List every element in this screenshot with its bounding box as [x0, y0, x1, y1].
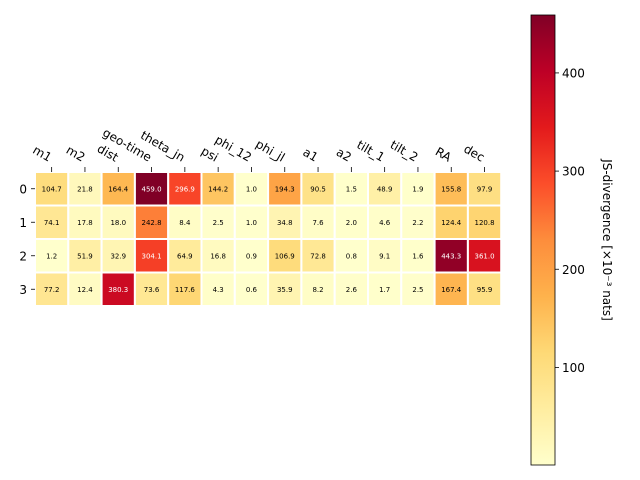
cell-value-label: 164.4	[108, 185, 129, 193]
cell-value-label: 1.5	[346, 185, 357, 193]
heatmap-cell	[300, 204, 336, 240]
cell-value-label: 459.0	[142, 185, 162, 193]
cell-value-label: 17.8	[77, 219, 93, 227]
heatmap-cell	[200, 271, 236, 307]
cell-value-label: 124.4	[441, 219, 462, 227]
cell-value-label: 0.9	[246, 252, 257, 260]
cell-value-label: 106.9	[275, 252, 295, 260]
cell-value-label: 4.6	[379, 219, 391, 227]
cell-value-label: 9.1	[379, 252, 390, 260]
cell-value-label: 74.1	[44, 219, 60, 227]
heatmap-cell	[100, 271, 136, 307]
cell-value-label: 1.2	[46, 252, 57, 260]
x-tick-label: tilt_1	[354, 138, 387, 165]
y-tick-label: 2	[19, 249, 27, 263]
y-tick-label: 1	[19, 216, 27, 230]
cell-value-label: 194.3	[275, 185, 295, 193]
x-tick-label: a1	[301, 145, 321, 165]
cell-value-label: 90.5	[310, 185, 326, 193]
y-tick-label: 0	[19, 182, 27, 196]
x-tick-label: m1	[30, 143, 54, 165]
cell-value-label: 1.9	[412, 185, 423, 193]
cell-value-label: 120.8	[475, 219, 495, 227]
cell-value-label: 77.2	[44, 286, 60, 294]
colorbar-tick-label: 300	[562, 165, 585, 179]
x-tick-label: m2	[64, 143, 88, 165]
cell-value-label: 51.9	[77, 252, 93, 260]
cell-value-label: 73.6	[144, 286, 160, 294]
heatmap-cell	[100, 238, 136, 274]
heatmap-cell	[67, 204, 103, 240]
cell-value-label: 0.8	[346, 252, 357, 260]
colorbar-tick-label: 100	[562, 361, 585, 375]
heatmap-cell	[400, 271, 436, 307]
cell-value-label: 1.7	[379, 286, 390, 294]
cell-value-label: 1.0	[246, 185, 257, 193]
cell-value-label: 97.9	[477, 185, 493, 193]
cell-value-label: 2.5	[213, 219, 224, 227]
cell-value-label: 144.2	[208, 185, 228, 193]
cell-value-label: 2.6	[346, 286, 358, 294]
cell-value-label: 35.9	[277, 286, 293, 294]
cell-value-label: 167.4	[441, 286, 462, 294]
heatmap-cell	[100, 204, 136, 240]
colorbar-tick-label: 400	[562, 66, 585, 80]
cell-value-label: 361.0	[475, 252, 495, 260]
cell-value-label: 304.1	[142, 252, 162, 260]
cell-value-label: 72.8	[310, 252, 326, 260]
heatmap-grid: 104.7 21.8 164.4 459.0 296.9 144.2 1.0 194.3 90.…	[19, 125, 503, 307]
colorbar-label: JS-divergence [×10⁻³ nats]	[600, 158, 614, 321]
heatmap-cell	[233, 271, 270, 307]
x-tick-label: tilt_2	[388, 138, 421, 165]
cell-value-label: 16.8	[210, 252, 226, 260]
cell-value-label: 380.3	[108, 286, 128, 294]
heatmap-cell	[167, 204, 203, 240]
heatmap-cell	[133, 271, 170, 307]
cell-value-label: 7.6	[312, 219, 324, 227]
cell-value-label: 64.9	[177, 252, 193, 260]
x-tick-label: a2	[334, 145, 354, 165]
x-tick-label: phi_jl	[253, 137, 287, 165]
x-tick-label: RA	[433, 144, 455, 165]
x-tick-label: phi_12	[212, 133, 253, 165]
cell-value-label: 8.4	[179, 219, 191, 227]
heatmap-cell	[433, 204, 469, 240]
heatmap-cell	[300, 271, 336, 307]
heatmap-cell	[200, 204, 236, 240]
cell-value-label: 34.8	[277, 219, 293, 227]
cell-value-label: 32.9	[110, 252, 126, 260]
cell-value-label: 2.2	[412, 219, 423, 227]
cell-value-label: 8.2	[312, 286, 323, 294]
cell-value-label: 155.8	[441, 185, 461, 193]
cell-value-label: 1.0	[246, 219, 257, 227]
y-tick-label: 3	[19, 283, 27, 297]
cell-value-label: 296.9	[175, 185, 195, 193]
cell-value-label: 443.3	[441, 252, 461, 260]
x-tick-label: dec	[461, 142, 487, 165]
colorbar-tick-label: 200	[562, 263, 585, 277]
heatmap-cell	[267, 238, 303, 274]
cell-value-label: 18.0	[110, 219, 126, 227]
cell-value-label: 12.4	[77, 286, 93, 294]
cell-value-label: 48.9	[377, 185, 393, 193]
cell-value-label: 1.6	[412, 252, 424, 260]
cell-value-label: 104.7	[42, 185, 62, 193]
heatmap-cell	[267, 171, 303, 207]
colorbar-gradient	[530, 14, 556, 466]
heatmap-cell	[466, 271, 503, 307]
colorbar: 100 200 300 400 JS-divergence [×10⁻³ nats]	[530, 14, 614, 466]
cell-value-label: 2.5	[412, 286, 423, 294]
cell-value-label: 21.8	[77, 185, 93, 193]
cell-value-label: 2.0	[346, 219, 357, 227]
cell-value-label: 117.6	[175, 286, 196, 294]
cell-value-label: 0.6	[246, 286, 258, 294]
cell-value-label: 242.8	[142, 219, 162, 227]
heatmap-cell	[167, 271, 203, 307]
heatmap-cell	[267, 271, 303, 307]
cell-value-label: 95.9	[477, 286, 493, 294]
cell-value-label: 4.3	[213, 286, 224, 294]
